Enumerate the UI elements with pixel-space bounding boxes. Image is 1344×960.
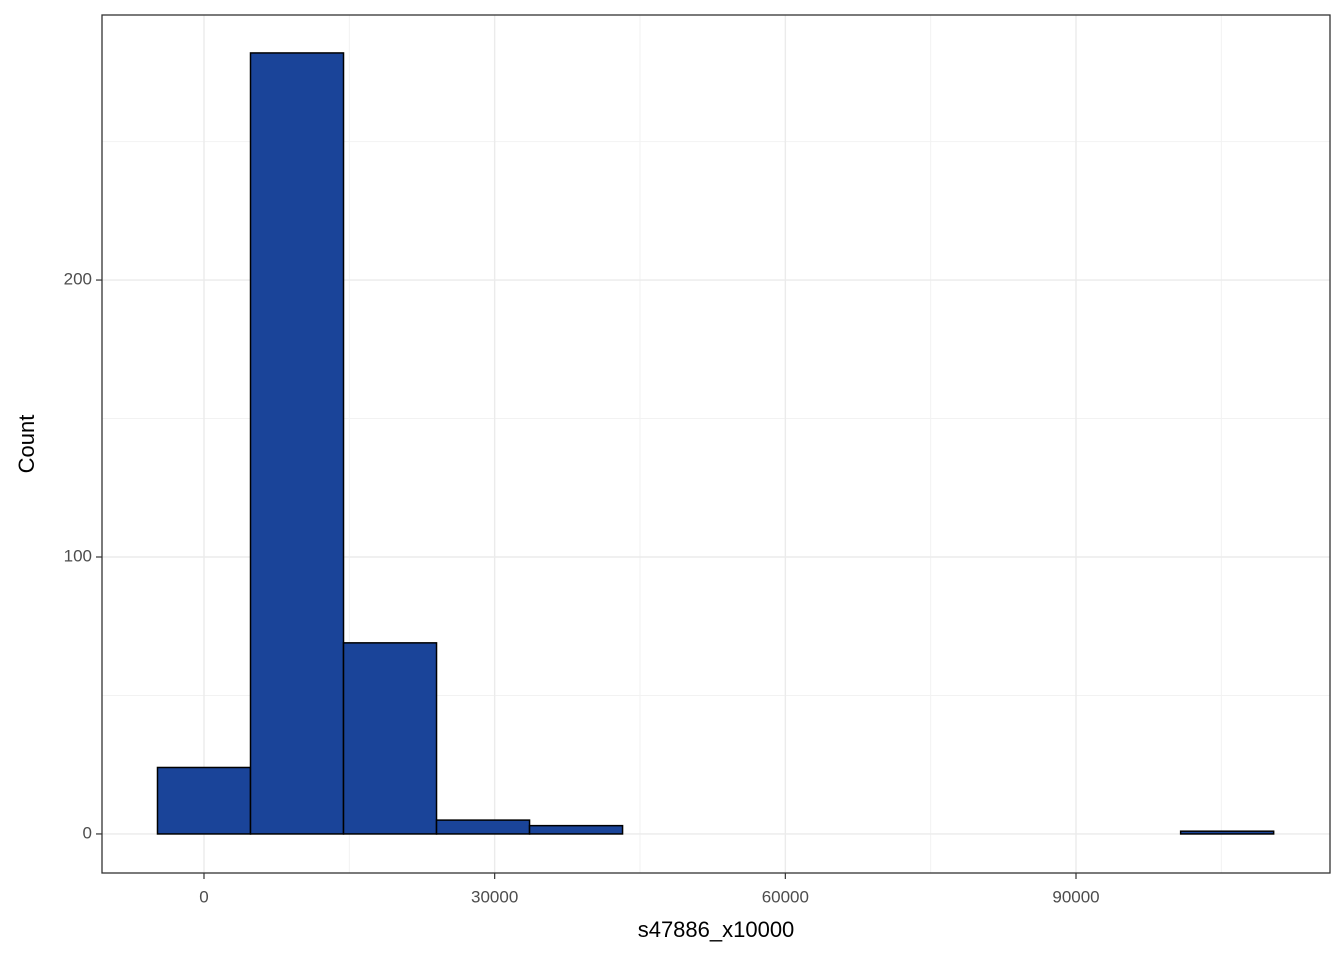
grid xyxy=(102,15,1330,873)
x-tick-label: 30000 xyxy=(471,887,518,906)
y-axis-title: Count xyxy=(14,415,39,474)
x-tick-label: 90000 xyxy=(1052,887,1099,906)
bar xyxy=(1179,830,1275,835)
x-axis-title: s47886_x10000 xyxy=(638,917,795,942)
y-tick-label: 200 xyxy=(64,270,92,289)
y-tick-label: 100 xyxy=(64,546,92,565)
x-tick-label: 60000 xyxy=(762,887,809,906)
bars xyxy=(156,52,1275,835)
bar xyxy=(249,52,345,835)
y-tick-label: 0 xyxy=(83,823,92,842)
bar xyxy=(528,824,624,835)
bar xyxy=(342,642,438,835)
panel-border xyxy=(101,14,1331,874)
bar xyxy=(435,819,531,835)
x-tick-label: 0 xyxy=(199,887,208,906)
bar xyxy=(156,766,252,835)
